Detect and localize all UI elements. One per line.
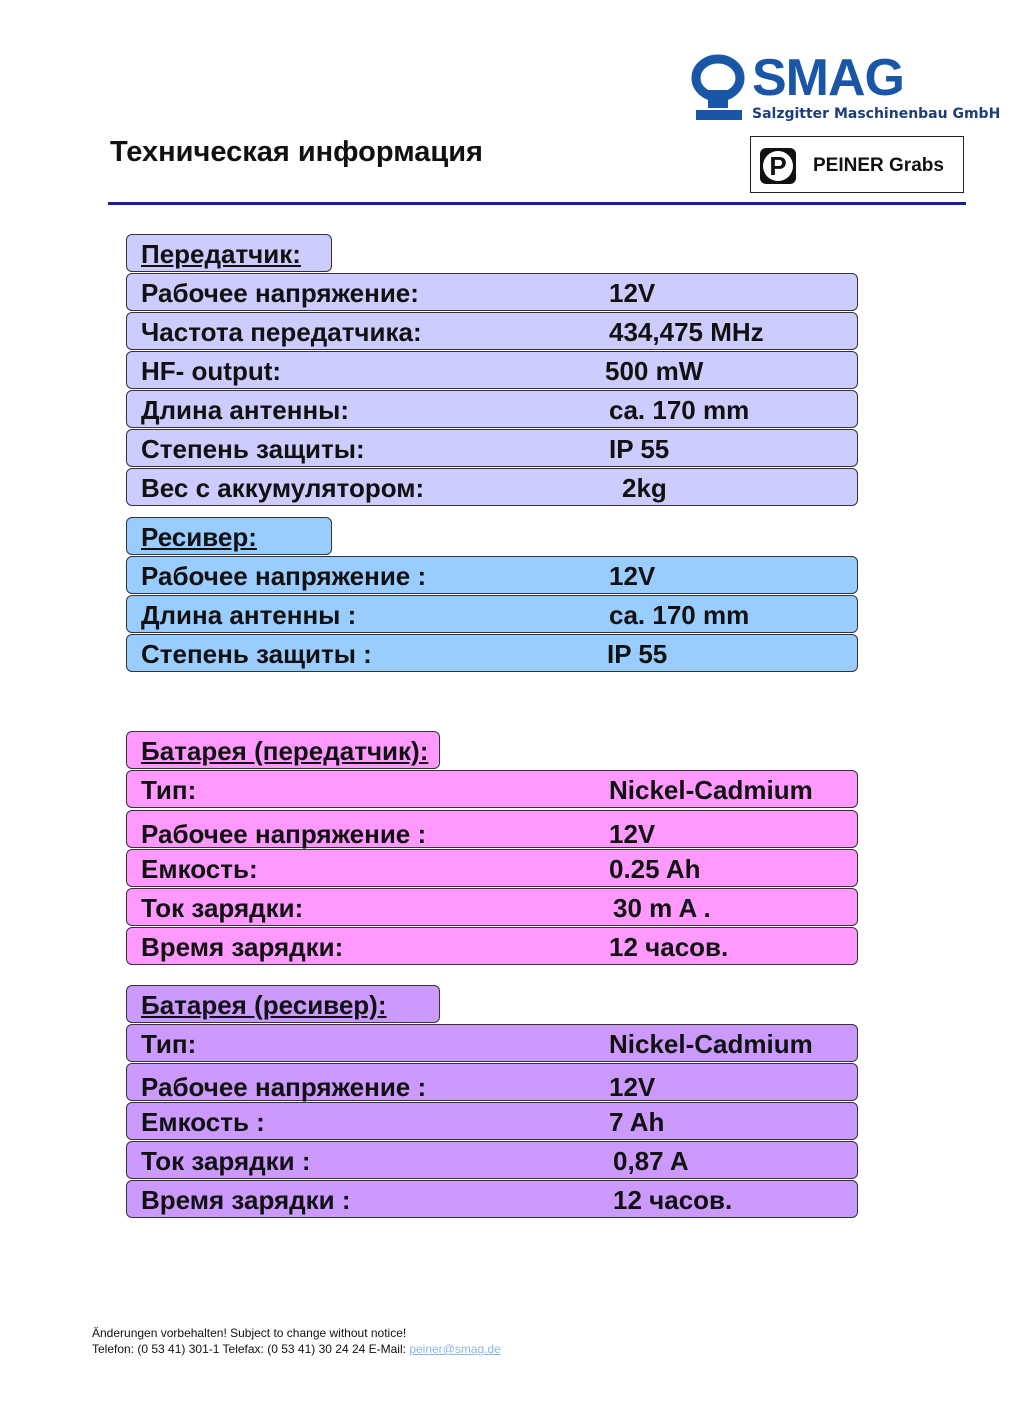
spec-row: Вес с аккумулятором: 2kg [126, 468, 858, 506]
spec-value: 12V [609, 561, 656, 591]
spec-label: Рабочее напряжение : [141, 1072, 427, 1102]
footer-notice: Änderungen vorbehalten! Subject to chang… [92, 1326, 407, 1340]
smag-emblem-icon [691, 54, 745, 120]
spec-value: 30 m A . [613, 893, 711, 923]
spec-row: Тип: Nickel-Cadmium [126, 1024, 858, 1062]
spec-label: Длина антенны: [141, 395, 350, 425]
spec-label: Емкость : [141, 1107, 265, 1137]
peiner-label: PEINER Grabs [813, 155, 944, 176]
peiner-p-icon: P [760, 148, 796, 184]
footer: Änderungen vorbehalten! Subject to chang… [92, 1325, 501, 1357]
heading-label: Батарея (передатчик): [141, 736, 429, 766]
spec-label: Частота передатчика: [141, 317, 422, 347]
spec-row: Рабочее напряжение : 12V [126, 1063, 858, 1102]
spec-value: 500 mW [605, 356, 704, 386]
spec-row: Тип: Nickel-Cadmium [126, 770, 858, 808]
section-heading-battery-transmitter: Батарея (передатчик): [126, 731, 440, 769]
spec-value: 12 часов. [609, 932, 729, 962]
spec-row: Степень защиты: IP 55 [126, 429, 858, 467]
heading-label: Батарея (ресивер): [141, 990, 387, 1020]
smag-logo: SMAG Salzgitter Maschinenbau GmbH [690, 49, 1000, 132]
email-link[interactable]: peiner@smag.de [409, 1342, 501, 1356]
logo-brand: SMAG [752, 49, 905, 107]
section-heading-battery-receiver: Батарея (ресивер): [126, 985, 440, 1023]
footer-contact-text: Telefon: (0 53 41) 301-1 Telefax: (0 53 … [92, 1342, 410, 1356]
spec-row: Частота передатчика: 434,475 MHz [126, 312, 858, 350]
spec-label: Рабочее напряжение : [141, 819, 427, 849]
spec-label: Вес с аккумулятором: [141, 473, 425, 503]
peiner-letter: P [763, 151, 793, 181]
peiner-badge: P PEINER Grabs [750, 136, 964, 193]
spec-value: 12 часов. [613, 1185, 733, 1215]
logo-company: Salzgitter Maschinenbau GmbH [752, 106, 1001, 122]
spec-label: Тип: [141, 775, 197, 805]
spec-value: ca. 170 mm [609, 600, 750, 630]
spec-label: Длина антенны : [141, 600, 357, 630]
page-title: Техническая информация [110, 136, 483, 168]
spec-row: Рабочее напряжение: 12V [126, 273, 858, 311]
spec-label: Степень защиты : [141, 639, 372, 669]
spec-row: Длина антенны : ca. 170 mm [126, 595, 858, 633]
spec-label: Рабочее напряжение : [141, 561, 427, 591]
spec-label: Время зарядки : [141, 1185, 351, 1215]
section-heading-receiver: Ресивер: [126, 517, 332, 555]
spec-label: Рабочее напряжение: [141, 278, 419, 308]
footer-contact: Telefon: (0 53 41) 301-1 Telefax: (0 53 … [92, 1341, 501, 1357]
spec-row: Рабочее напряжение : 12V [126, 810, 858, 849]
spec-label: Время зарядки: [141, 932, 344, 962]
spec-value: 434,475 MHz [609, 317, 764, 347]
spec-row: Время зарядки: 12 часов. [126, 927, 858, 965]
spec-value: Nickel-Cadmium [609, 1029, 813, 1059]
spec-label: Степень защиты: [141, 434, 365, 464]
spec-value: 0,87 A [613, 1146, 689, 1176]
spec-row: Время зарядки : 12 часов. [126, 1180, 858, 1218]
spec-label: Тип: [141, 1029, 197, 1059]
spec-row: Рабочее напряжение : 12V [126, 556, 858, 594]
spec-label: Ток зарядки : [141, 1146, 311, 1176]
spec-label: HF- output: [141, 356, 282, 386]
spec-value: IP 55 [607, 639, 668, 669]
spec-value: 12V [609, 278, 656, 308]
header-divider [108, 202, 966, 205]
spec-row: Емкость : 7 Ah [126, 1102, 858, 1140]
spec-value: Nickel-Cadmium [609, 775, 813, 805]
heading-label: Передатчик: [141, 239, 301, 269]
spec-label: Емкость: [141, 854, 258, 884]
spec-value: 2kg [622, 473, 667, 503]
section-heading-transmitter: Передатчик: [126, 234, 332, 272]
spec-row: HF- output: 500 mW [126, 351, 858, 389]
spec-row: Емкость: 0.25 Ah [126, 849, 858, 887]
spec-value: IP 55 [609, 434, 670, 464]
spec-value: 12V [609, 1072, 656, 1102]
spec-row: Степень защиты : IP 55 [126, 634, 858, 672]
heading-label: Ресивер: [141, 522, 257, 552]
spec-value: 12V [609, 819, 656, 849]
spec-value: 0.25 Ah [609, 854, 701, 884]
spec-row: Длина антенны: ca. 170 mm [126, 390, 858, 428]
spec-value: ca. 170 mm [609, 395, 750, 425]
spec-value: 7 Ah [609, 1107, 665, 1137]
spec-row: Ток зарядки: 30 m A . [126, 888, 858, 926]
spec-row: Ток зарядки : 0,87 A [126, 1141, 858, 1179]
spec-label: Ток зарядки: [141, 893, 304, 923]
